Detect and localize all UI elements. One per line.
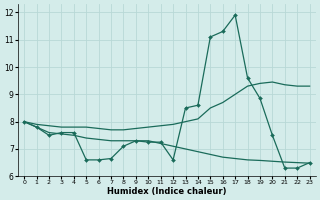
- X-axis label: Humidex (Indice chaleur): Humidex (Indice chaleur): [107, 187, 227, 196]
